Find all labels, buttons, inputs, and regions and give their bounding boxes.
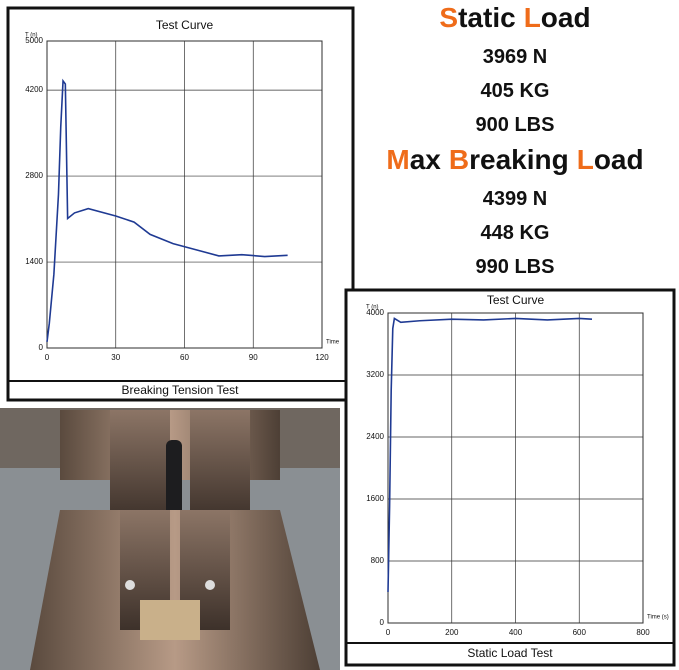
data-line [387,317,593,593]
x-tick-label: 0 [45,353,50,362]
x-tick-label: 800 [636,628,650,637]
value-line: 4399 N [482,188,548,210]
y-tick-label: 0 [380,618,385,627]
y-tick-label: 4200 [25,85,43,94]
heading: Max Breaking Load [350,144,679,176]
x-tick-label: 200 [445,628,459,637]
chart-title: Test Curve [487,293,545,307]
chart-frame [6,6,676,667]
y-tick-label: 1600 [366,494,384,503]
value-line: 448 KG [480,222,550,244]
chart-caption: Static Load Test [467,646,553,660]
y-tick-label: 1400 [25,257,43,266]
y-tick-label: 2800 [25,171,43,180]
heading-word: Breaking [448,144,569,175]
heading-word: Max [386,144,441,175]
y-axis-label: T (n) [25,33,38,39]
value-line: 900 LBS [475,114,555,136]
heading-word: Static [439,2,516,33]
x-tick-label: 600 [573,628,587,637]
value-line: 405 KG [480,80,550,102]
x-tick-label: 0 [386,628,391,637]
x-tick-label: 120 [315,353,329,362]
x-tick-label: 30 [111,353,120,362]
y-tick-label: 800 [371,556,385,565]
y-tick-label: 0 [39,343,44,352]
y-axis-label: T (n) [366,305,379,311]
heading-word: Load [576,144,644,175]
heading-word: Load [523,2,591,33]
y-tick-label: 3200 [366,370,384,379]
x-tick-label: 400 [509,628,523,637]
y-tick-label: 5000 [25,36,43,45]
y-tick-label: 2400 [366,432,384,441]
heading: Static Load [350,2,679,34]
y-tick-label: 4000 [366,308,384,317]
value-line: 3969 N [482,46,548,68]
chart-caption: Breaking Tension Test [122,383,240,397]
x-tick-label: 60 [180,353,189,362]
value-line: 990 LBS [475,256,555,278]
chart-title: Test Curve [156,18,214,32]
max-breaking-load: Max Breaking Load 4399 N 448 KG 990 LBS [350,144,679,284]
x-tick-label: 90 [249,353,258,362]
data-line [46,78,288,342]
x-axis-label: Time (s) [647,615,669,621]
static-load: Static Load 3969 N 405 KG 900 LBS [350,2,679,142]
photo [0,408,340,670]
x-axis-label: Time [326,340,340,346]
